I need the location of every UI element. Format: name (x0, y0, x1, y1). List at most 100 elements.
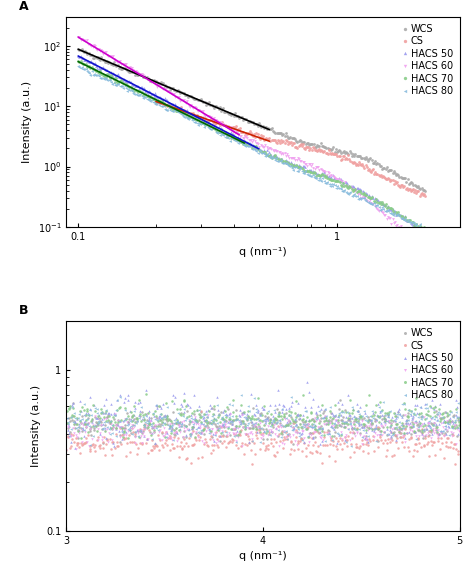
Line: WCS: WCS (66, 399, 461, 445)
HACS 70 (319, 171, 325, 178)
HACS 60 (110, 424, 116, 431)
HACS 50 (352, 412, 357, 419)
WCS (76, 46, 82, 53)
HACS 70 (422, 227, 428, 234)
WCS (111, 416, 117, 423)
HACS 70 (64, 407, 70, 414)
HACS 80 (319, 177, 324, 184)
HACS 70 (220, 416, 226, 423)
HACS 80 (422, 225, 428, 232)
WCS (290, 441, 296, 448)
HACS 60 (410, 233, 416, 240)
WCS (64, 419, 70, 426)
HACS 70 (364, 192, 369, 199)
HACS 70 (235, 136, 241, 143)
HACS 70 (110, 422, 116, 429)
CS (219, 433, 225, 440)
HACS 70 (312, 426, 318, 433)
HACS 80 (349, 404, 355, 411)
HACS 80 (75, 62, 81, 69)
Line: HACS 80: HACS 80 (77, 65, 427, 230)
HACS 60 (350, 425, 356, 432)
HACS 80 (252, 146, 258, 153)
CS (198, 408, 204, 415)
HACS 50 (284, 158, 290, 164)
CS (199, 114, 204, 120)
CS (351, 448, 356, 455)
Line: HACS 80: HACS 80 (66, 394, 461, 447)
HACS 50 (220, 422, 226, 429)
Y-axis label: Intensity (a.u.): Intensity (a.u.) (31, 385, 41, 467)
WCS (281, 130, 286, 137)
HACS 70 (456, 419, 462, 425)
CS (313, 428, 319, 435)
HACS 50 (75, 53, 81, 59)
HACS 60 (229, 126, 235, 133)
HACS 60 (158, 82, 164, 89)
Line: WCS: WCS (77, 47, 427, 192)
Line: HACS 70: HACS 70 (77, 60, 427, 232)
HACS 50 (111, 443, 117, 450)
HACS 60 (349, 429, 355, 436)
CS (262, 135, 268, 142)
CS (457, 437, 463, 444)
HACS 50 (349, 424, 355, 431)
HACS 50 (378, 199, 383, 206)
HACS 60 (193, 428, 199, 435)
HACS 50 (409, 220, 415, 227)
HACS 60 (311, 429, 317, 436)
HACS 80 (348, 442, 354, 449)
HACS 70 (126, 435, 131, 442)
Text: B: B (19, 304, 28, 317)
HACS 60 (457, 416, 463, 423)
HACS 50 (192, 415, 198, 422)
HACS 70 (135, 89, 141, 95)
Line: HACS 60: HACS 60 (77, 36, 427, 247)
WCS (282, 132, 288, 139)
HACS 80 (234, 137, 240, 144)
HACS 60 (422, 242, 428, 249)
HACS 60 (82, 37, 87, 43)
Line: HACS 50: HACS 50 (65, 381, 460, 449)
HACS 60 (285, 153, 291, 160)
HACS 50 (157, 94, 163, 101)
HACS 70 (294, 163, 300, 170)
CS (422, 192, 428, 199)
HACS 70 (194, 407, 200, 414)
HACS 80 (293, 164, 299, 171)
WCS (368, 155, 374, 162)
HACS 50 (313, 408, 319, 415)
WCS (288, 134, 293, 140)
HACS 80 (134, 92, 140, 99)
WCS (220, 432, 226, 439)
CS (340, 152, 346, 159)
CS (155, 98, 161, 104)
HACS 50 (228, 129, 233, 136)
CS (349, 435, 355, 441)
WCS (457, 421, 463, 428)
HACS 60 (379, 209, 384, 216)
HACS 70 (78, 58, 83, 65)
HACS 60 (219, 428, 225, 435)
Line: HACS 70: HACS 70 (65, 392, 461, 440)
WCS (390, 170, 395, 177)
CS (412, 187, 418, 194)
CS (64, 447, 69, 453)
WCS (75, 45, 81, 52)
HACS 70 (351, 425, 357, 432)
HACS 80 (352, 413, 357, 420)
HACS 80 (219, 414, 225, 421)
Line: HACS 60: HACS 60 (65, 412, 461, 451)
HACS 80 (192, 418, 198, 425)
HACS 80 (111, 412, 117, 419)
HACS 80 (456, 416, 462, 423)
HACS 50 (80, 55, 86, 62)
HACS 70 (254, 143, 259, 150)
WCS (337, 397, 342, 404)
Line: CS: CS (65, 410, 461, 465)
Line: CS: CS (155, 100, 427, 198)
CS (249, 461, 255, 468)
CS (110, 439, 116, 445)
WCS (349, 425, 355, 432)
HACS 50 (422, 229, 428, 236)
